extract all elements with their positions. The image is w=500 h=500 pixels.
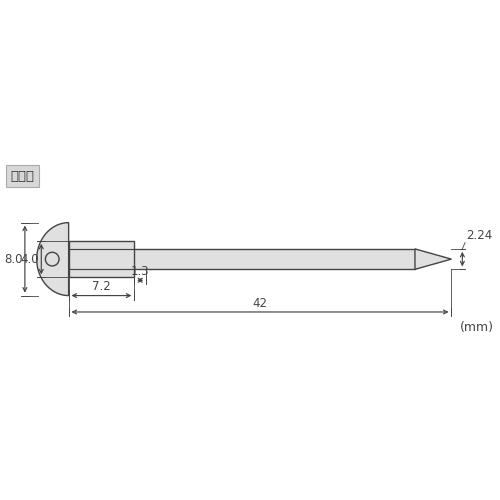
Text: 4.0: 4.0: [20, 252, 39, 266]
Text: 42: 42: [252, 296, 268, 310]
Text: (mm): (mm): [460, 321, 494, 334]
Polygon shape: [134, 249, 415, 270]
Polygon shape: [415, 249, 452, 270]
Text: 8.0: 8.0: [4, 252, 22, 266]
Text: 2.24: 2.24: [466, 228, 492, 241]
Text: 寸法図: 寸法図: [10, 170, 34, 183]
Polygon shape: [68, 241, 134, 278]
Text: 7.2: 7.2: [92, 280, 111, 293]
Polygon shape: [36, 222, 68, 296]
Text: 1.3: 1.3: [131, 265, 150, 278]
